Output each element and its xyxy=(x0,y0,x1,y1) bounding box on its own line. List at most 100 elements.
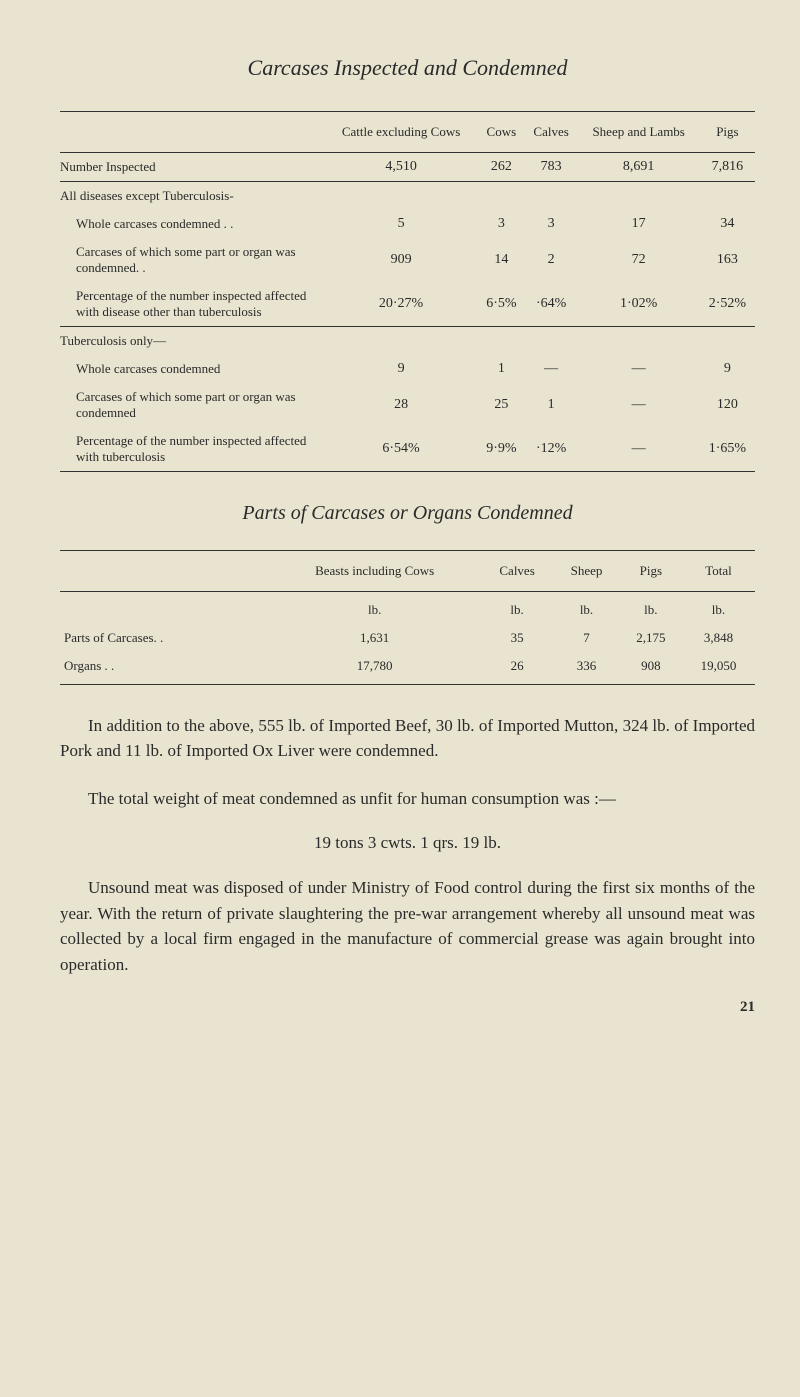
table-row: Whole carcases condemned . .5331734 xyxy=(60,210,755,238)
row-value xyxy=(700,181,755,210)
row-value: — xyxy=(578,427,700,472)
paragraph-2: The total weight of meat condemned as un… xyxy=(60,786,755,812)
row-value: 25 xyxy=(478,383,525,427)
unit-total: lb. xyxy=(682,591,755,624)
weight-line: 19 tons 3 cwts. 1 qrs. 19 lb. xyxy=(60,833,755,853)
parts-row-value: 7 xyxy=(553,624,619,652)
row-value: — xyxy=(578,355,700,383)
row-value xyxy=(478,326,525,355)
table-row: Percentage of the number inspected affec… xyxy=(60,427,755,472)
row-value: 262 xyxy=(478,152,525,181)
row-value: 17 xyxy=(578,210,700,238)
row-value: 909 xyxy=(324,238,478,282)
row-value: 9·9% xyxy=(478,427,525,472)
parts-header-pigs: Pigs xyxy=(620,550,682,591)
unit-sheep: lb. xyxy=(553,591,619,624)
header-blank xyxy=(60,111,324,152)
row-label: Percentage of the number inspected affec… xyxy=(60,282,324,327)
parts-header-total: Total xyxy=(682,550,755,591)
header-sheep: Sheep and Lambs xyxy=(578,111,700,152)
row-value: — xyxy=(525,355,578,383)
table-row: Percentage of the number inspected affec… xyxy=(60,282,755,327)
row-value: 34 xyxy=(700,210,755,238)
parts-row-value: 1,631 xyxy=(269,624,481,652)
row-value: 1 xyxy=(525,383,578,427)
row-label: Whole carcases condemned xyxy=(60,355,324,383)
row-value: 1·65% xyxy=(700,427,755,472)
table-row: Whole carcases condemned91——9 xyxy=(60,355,755,383)
row-label: Number Inspected xyxy=(60,152,324,181)
row-label: Carcases of which some part or organ was… xyxy=(60,383,324,427)
row-value: 7,816 xyxy=(700,152,755,181)
parts-header-calves: Calves xyxy=(481,550,553,591)
unit-beasts: lb. xyxy=(269,591,481,624)
row-value: 2 xyxy=(525,238,578,282)
row-label: Carcases of which some part or organ was… xyxy=(60,238,324,282)
unit-blank xyxy=(60,591,269,624)
header-cows: Cows xyxy=(478,111,525,152)
row-value: 9 xyxy=(324,355,478,383)
parts-row-label: Parts of Carcases. . xyxy=(60,624,269,652)
parts-unit-row: lb. lb. lb. lb. lb. xyxy=(60,591,755,624)
header-calves: Calves xyxy=(525,111,578,152)
header-pigs: Pigs xyxy=(700,111,755,152)
header-cattle: Cattle excluding Cows xyxy=(324,111,478,152)
parts-row: Organs . .17,7802633690819,050 xyxy=(60,652,755,685)
row-value: 1·02% xyxy=(578,282,700,327)
row-value: 14 xyxy=(478,238,525,282)
table-row: All diseases except Tuberculosis- xyxy=(60,181,755,210)
row-label: All diseases except Tuberculosis- xyxy=(60,181,324,210)
row-value xyxy=(578,326,700,355)
row-value: 28 xyxy=(324,383,478,427)
parts-row-value: 19,050 xyxy=(682,652,755,685)
row-value: — xyxy=(578,383,700,427)
row-value: 783 xyxy=(525,152,578,181)
row-value: 3 xyxy=(478,210,525,238)
row-value: 3 xyxy=(525,210,578,238)
parts-row: Parts of Carcases. .1,6313572,1753,848 xyxy=(60,624,755,652)
row-value: 6·54% xyxy=(324,427,478,472)
paragraph-4: Unsound meat was disposed of under Minis… xyxy=(60,875,755,977)
row-value xyxy=(525,181,578,210)
parts-row-value: 908 xyxy=(620,652,682,685)
page-title: Carcases Inspected and Condemned xyxy=(60,55,755,81)
row-value: 20·27% xyxy=(324,282,478,327)
row-value: 72 xyxy=(578,238,700,282)
row-value: 6·5% xyxy=(478,282,525,327)
row-value: ·64% xyxy=(525,282,578,327)
parts-row-label: Organs . . xyxy=(60,652,269,685)
row-value: 5 xyxy=(324,210,478,238)
parts-row-value: 2,175 xyxy=(620,624,682,652)
row-value: 4,510 xyxy=(324,152,478,181)
table-row: Carcases of which some part or organ was… xyxy=(60,383,755,427)
table-header-row: Cattle excluding Cows Cows Calves Sheep … xyxy=(60,111,755,152)
row-value: 8,691 xyxy=(578,152,700,181)
row-value: 9 xyxy=(700,355,755,383)
row-value xyxy=(478,181,525,210)
row-value xyxy=(700,326,755,355)
parts-row-value: 26 xyxy=(481,652,553,685)
subtitle: Parts of Carcases or Organs Condemned xyxy=(60,502,755,525)
row-label: Tuberculosis only— xyxy=(60,326,324,355)
parts-header-blank xyxy=(60,550,269,591)
unit-calves: lb. xyxy=(481,591,553,624)
table-row: Number Inspected4,5102627838,6917,816 xyxy=(60,152,755,181)
row-value xyxy=(324,326,478,355)
row-value: 2·52% xyxy=(700,282,755,327)
row-value xyxy=(324,181,478,210)
table-row: Carcases of which some part or organ was… xyxy=(60,238,755,282)
unit-pigs: lb. xyxy=(620,591,682,624)
parts-header-sheep: Sheep xyxy=(553,550,619,591)
parts-row-value: 17,780 xyxy=(269,652,481,685)
parts-row-value: 336 xyxy=(553,652,619,685)
parts-table: Beasts including Cows Calves Sheep Pigs … xyxy=(60,550,755,685)
paragraph-1: In addition to the above, 555 lb. of Imp… xyxy=(60,713,755,764)
document-page: Carcases Inspected and Condemned Cattle … xyxy=(0,0,800,1046)
row-label: Whole carcases condemned . . xyxy=(60,210,324,238)
parts-header-beasts: Beasts including Cows xyxy=(269,550,481,591)
row-value xyxy=(578,181,700,210)
table-row: Tuberculosis only— xyxy=(60,326,755,355)
row-value xyxy=(525,326,578,355)
row-value: 1 xyxy=(478,355,525,383)
page-number: 21 xyxy=(60,999,755,1016)
